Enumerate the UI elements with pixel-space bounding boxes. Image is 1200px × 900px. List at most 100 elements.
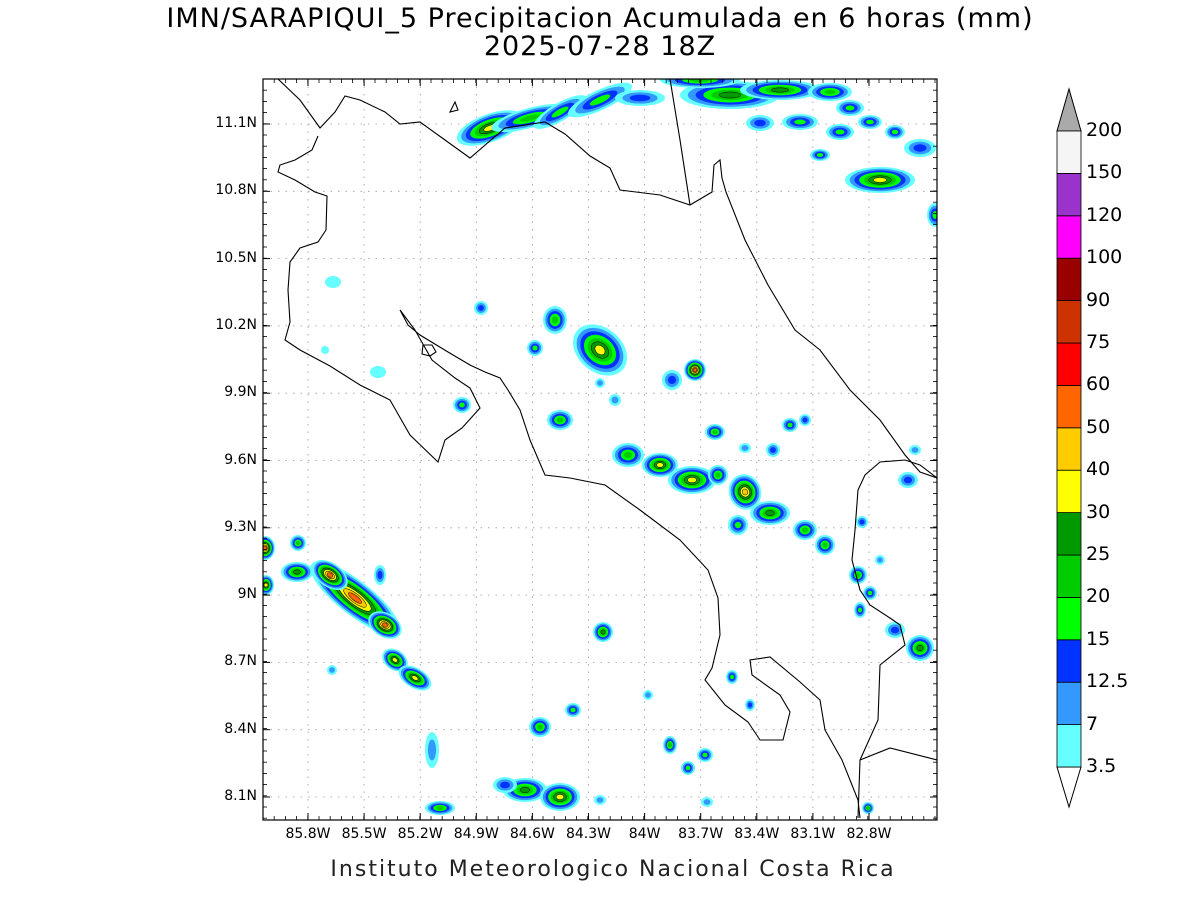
precip-cell <box>875 555 885 565</box>
map-frame <box>262 78 938 821</box>
precip-cell <box>642 453 678 477</box>
precip-cell <box>533 95 587 129</box>
precip-cell <box>425 801 455 815</box>
colorbar-level: 120 <box>1086 203 1123 226</box>
precip-cell <box>290 535 306 551</box>
precip-cell <box>540 783 580 811</box>
precip-cell <box>826 124 854 140</box>
lat-label: 9.6N <box>224 451 257 468</box>
precip-cell <box>854 602 866 618</box>
colorbar-level: 75 <box>1086 331 1111 353</box>
precip-cell <box>726 670 738 684</box>
precip-cell <box>815 535 835 555</box>
precip-cell <box>662 370 682 390</box>
colorbar-level: 30 <box>1086 500 1111 523</box>
precip-cell <box>863 586 877 600</box>
precip-cell <box>885 622 905 638</box>
lon-label: 84.6W <box>509 826 555 842</box>
colorbar-level: 40 <box>1086 458 1111 481</box>
precip-cell <box>593 622 613 642</box>
precip-cell <box>643 690 653 700</box>
precip-cell <box>808 83 852 101</box>
precip-cell <box>858 115 882 129</box>
precip-cell <box>425 732 439 768</box>
lon-label: 85.8W <box>285 826 331 842</box>
precip-cell <box>681 761 695 775</box>
lat-label: 9.9N <box>224 384 257 401</box>
lat-label: 10.2N <box>215 316 257 333</box>
precip-cell <box>728 474 762 510</box>
lat-label: 10.8N <box>215 182 257 199</box>
precip-cell <box>845 167 915 193</box>
precip-cell <box>594 795 606 805</box>
lat-label: 8.4N <box>224 720 257 737</box>
precip-cell <box>766 443 780 457</box>
lat-label: 8.1N <box>224 788 257 804</box>
precip-cell <box>782 418 798 432</box>
precip-cell <box>810 149 830 161</box>
precip-cell <box>374 565 386 585</box>
colorbar <box>1056 87 1082 809</box>
precip-cell <box>368 611 402 639</box>
footer-credit: Instituto Meteorologico Nacional Costa R… <box>330 857 896 882</box>
precip-cell <box>739 443 751 453</box>
lat-label: 9.3N <box>224 518 257 535</box>
precip-cell <box>370 366 386 378</box>
precip-cell <box>615 90 665 106</box>
lat-label: 9N <box>237 586 257 603</box>
precip-cell <box>836 100 864 116</box>
colorbar-level: 3.5 <box>1086 755 1117 777</box>
colorbar-level: 7 <box>1086 712 1099 735</box>
lon-label: 84.3W <box>565 826 611 842</box>
lat-label: 10.5N <box>215 249 257 266</box>
axis-ticks <box>262 78 937 820</box>
colorbar-level: 100 <box>1086 246 1123 269</box>
lat-label: 11.1N <box>215 115 257 131</box>
colorbar-level: 25 <box>1086 543 1111 565</box>
precip-cell <box>750 501 790 525</box>
lat-label: 8.7N <box>224 653 257 670</box>
precip-cell <box>793 520 817 540</box>
precip-cell <box>281 562 313 582</box>
precip-cell <box>567 82 633 118</box>
precip-cell <box>862 802 874 814</box>
precip-cell <box>543 306 567 334</box>
precip-cell <box>684 359 706 381</box>
precip-cell <box>745 699 755 711</box>
precip-cell <box>740 80 820 100</box>
lon-label: 82.8W <box>846 826 892 842</box>
precip-cell <box>708 465 728 485</box>
precip-cell <box>595 378 605 388</box>
precip-cell <box>728 515 748 535</box>
precip-cell <box>474 301 488 315</box>
precip-cell <box>263 575 274 595</box>
precip-cell <box>547 410 573 430</box>
precip-cell <box>799 414 811 426</box>
precip-cell <box>612 443 644 467</box>
map-title: IMN/SARAPIQUI_5 Precipitacion Acumulada … <box>166 3 1034 34</box>
precip-cell <box>529 717 551 737</box>
colorbar-level: 50 <box>1086 415 1111 438</box>
precip-cell <box>321 346 329 354</box>
precip-cell <box>493 777 517 793</box>
precip-areas <box>263 79 937 815</box>
lon-label: 84W <box>628 826 661 842</box>
precip-cell <box>909 445 921 455</box>
colorbar-level: 200 <box>1086 119 1123 141</box>
lon-label: 83.4W <box>734 826 780 842</box>
precip-cell <box>527 340 543 356</box>
lon-label: 83.7W <box>678 826 724 842</box>
map-background <box>263 79 937 820</box>
precip-cell <box>898 472 918 488</box>
precip-cell <box>927 203 937 227</box>
precip-cell <box>382 648 408 672</box>
precip-cell <box>904 139 936 157</box>
precip-cell <box>701 797 713 807</box>
precip-cell <box>663 736 677 754</box>
precip-cell <box>263 536 275 560</box>
colorbar-level: 90 <box>1086 288 1111 311</box>
precip-cell <box>565 703 581 717</box>
precip-cell <box>705 424 725 440</box>
precip-cell <box>906 635 934 661</box>
colorbar-level: 12.5 <box>1086 670 1129 693</box>
